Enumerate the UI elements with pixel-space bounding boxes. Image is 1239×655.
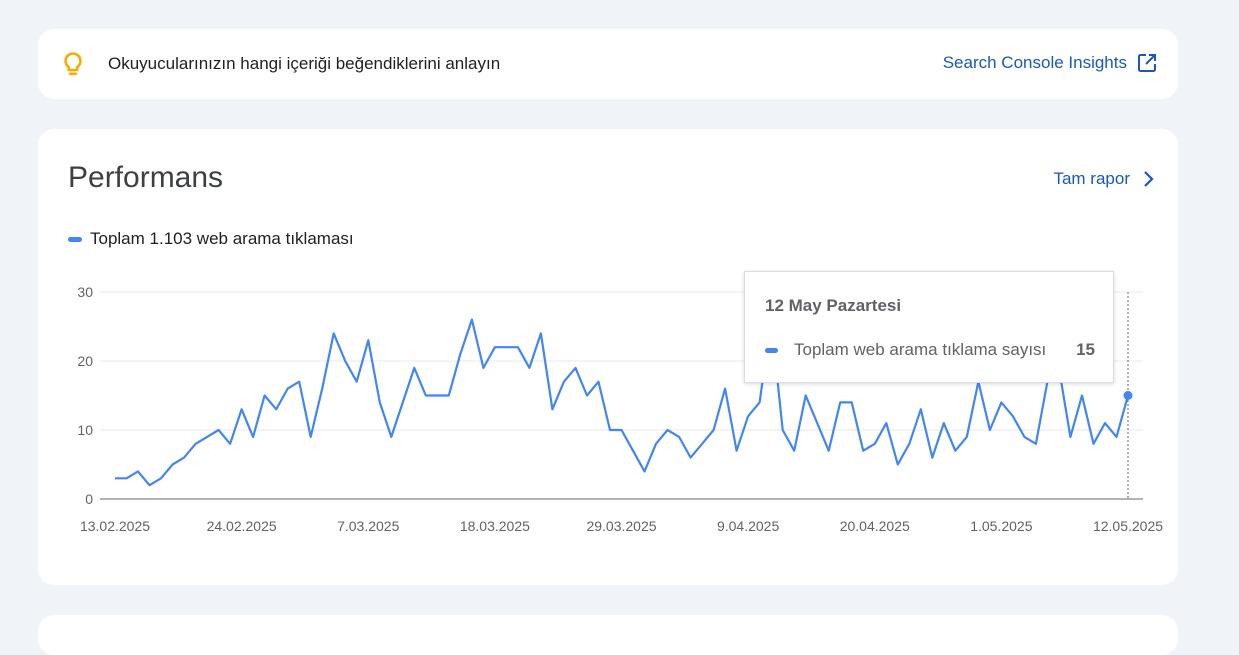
open-in-new-icon bbox=[1138, 54, 1156, 72]
chart-tooltip: 12 May Pazartesi Toplam web arama tıklam… bbox=[744, 271, 1114, 383]
legend-label: Toplam 1.103 web arama tıklaması bbox=[90, 229, 354, 248]
insight-text: Okuyucularınızın hangi içeriği beğendikl… bbox=[108, 54, 501, 73]
search-console-insights-label: Search Console Insights bbox=[942, 53, 1127, 72]
full-report-label: Tam rapor bbox=[1053, 169, 1130, 188]
chevron-right-icon bbox=[1144, 171, 1154, 187]
tooltip-date: 12 May Pazartesi bbox=[765, 296, 902, 315]
insight-card: Okuyucularınızın hangi içeriği beğendikl… bbox=[38, 29, 1178, 99]
tooltip-swatch bbox=[765, 347, 778, 353]
tooltip-value: 15 bbox=[1076, 340, 1095, 359]
chart-legend[interactable]: Toplam 1.103 web arama tıklaması bbox=[68, 229, 354, 249]
lightbulb-icon bbox=[64, 52, 82, 76]
full-report-link[interactable]: Tam rapor bbox=[1053, 169, 1156, 189]
legend-swatch bbox=[68, 236, 82, 242]
search-console-insights-link[interactable]: Search Console Insights bbox=[943, 53, 1157, 73]
next-card bbox=[38, 615, 1178, 655]
tooltip-label: Toplam web arama tıklama sayısı bbox=[794, 340, 1047, 359]
page-title: Performans bbox=[68, 161, 224, 194]
tooltip-row: Toplam web arama tıklama sayısı 15 bbox=[765, 340, 1095, 360]
